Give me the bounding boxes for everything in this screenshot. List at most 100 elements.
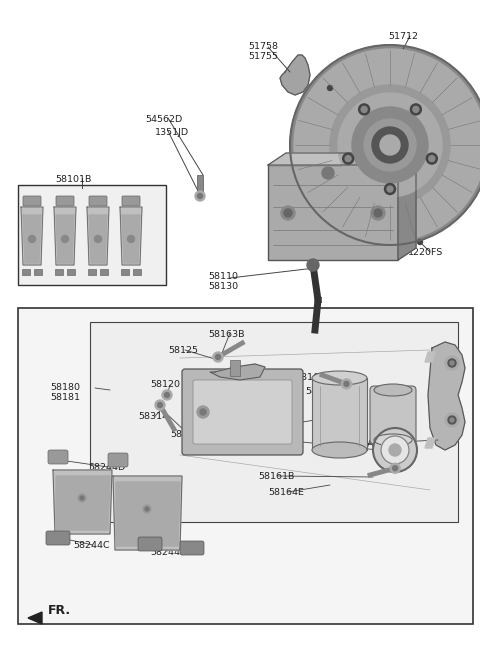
Circle shape bbox=[294, 49, 480, 241]
Polygon shape bbox=[53, 470, 112, 534]
Polygon shape bbox=[210, 364, 265, 380]
Bar bbox=[121, 269, 129, 275]
Circle shape bbox=[374, 209, 382, 217]
Circle shape bbox=[450, 418, 454, 422]
Circle shape bbox=[448, 359, 456, 367]
Text: 58244C: 58244C bbox=[73, 541, 109, 550]
Text: FR.: FR. bbox=[48, 604, 71, 617]
Circle shape bbox=[413, 106, 419, 112]
Circle shape bbox=[448, 416, 456, 424]
Ellipse shape bbox=[374, 434, 412, 446]
Text: 58163B: 58163B bbox=[208, 330, 244, 339]
Text: 54562D: 54562D bbox=[145, 115, 182, 124]
Text: 58120: 58120 bbox=[150, 380, 180, 389]
Circle shape bbox=[330, 85, 450, 205]
Polygon shape bbox=[56, 215, 74, 263]
Polygon shape bbox=[23, 215, 41, 263]
Circle shape bbox=[162, 390, 172, 400]
Text: 58180
58181: 58180 58181 bbox=[50, 383, 80, 402]
Circle shape bbox=[343, 153, 354, 164]
FancyBboxPatch shape bbox=[138, 537, 162, 551]
Bar bbox=[34, 269, 42, 275]
Circle shape bbox=[157, 403, 163, 407]
Text: 58164E: 58164E bbox=[305, 387, 341, 396]
Bar bbox=[133, 269, 141, 275]
Circle shape bbox=[61, 236, 69, 243]
Text: 1351JD: 1351JD bbox=[155, 128, 189, 137]
Text: 58244D: 58244D bbox=[88, 463, 125, 472]
Circle shape bbox=[450, 361, 454, 365]
FancyBboxPatch shape bbox=[46, 531, 70, 545]
FancyBboxPatch shape bbox=[89, 196, 107, 206]
Circle shape bbox=[410, 104, 421, 115]
FancyBboxPatch shape bbox=[370, 386, 416, 444]
FancyBboxPatch shape bbox=[122, 196, 140, 206]
Bar bbox=[312, 378, 367, 450]
Polygon shape bbox=[87, 207, 109, 265]
Circle shape bbox=[145, 507, 149, 511]
Circle shape bbox=[322, 167, 334, 179]
Circle shape bbox=[95, 236, 101, 243]
Circle shape bbox=[195, 191, 205, 201]
Circle shape bbox=[445, 413, 459, 427]
FancyBboxPatch shape bbox=[180, 541, 204, 555]
Circle shape bbox=[359, 104, 370, 115]
Circle shape bbox=[429, 155, 435, 161]
Text: 58314: 58314 bbox=[138, 412, 168, 421]
Text: 58162B: 58162B bbox=[295, 373, 331, 382]
Text: 58163B: 58163B bbox=[170, 430, 206, 439]
Circle shape bbox=[165, 392, 169, 398]
Text: 58244D: 58244D bbox=[140, 487, 177, 496]
FancyBboxPatch shape bbox=[23, 196, 41, 206]
FancyBboxPatch shape bbox=[182, 369, 303, 455]
Circle shape bbox=[281, 206, 295, 220]
Circle shape bbox=[327, 85, 333, 91]
Circle shape bbox=[361, 106, 367, 112]
Circle shape bbox=[393, 466, 397, 471]
Polygon shape bbox=[89, 215, 107, 263]
FancyBboxPatch shape bbox=[108, 453, 128, 467]
Circle shape bbox=[197, 406, 209, 418]
Polygon shape bbox=[28, 612, 42, 624]
Circle shape bbox=[197, 194, 203, 199]
Bar bbox=[230, 360, 240, 376]
Text: 1220FS: 1220FS bbox=[408, 248, 443, 257]
Polygon shape bbox=[425, 352, 435, 362]
Polygon shape bbox=[116, 482, 180, 546]
Circle shape bbox=[284, 209, 292, 217]
Circle shape bbox=[390, 463, 400, 473]
Bar bbox=[268, 165, 398, 260]
Ellipse shape bbox=[312, 442, 367, 458]
Text: 58101B: 58101B bbox=[55, 175, 91, 184]
Text: 1140FZ: 1140FZ bbox=[336, 65, 372, 74]
Circle shape bbox=[216, 354, 220, 359]
Polygon shape bbox=[54, 207, 76, 265]
Polygon shape bbox=[56, 476, 110, 530]
Ellipse shape bbox=[312, 371, 367, 385]
Circle shape bbox=[352, 107, 428, 183]
Circle shape bbox=[344, 381, 349, 386]
Polygon shape bbox=[113, 476, 182, 550]
Text: 58112: 58112 bbox=[260, 422, 290, 431]
Circle shape bbox=[341, 379, 351, 389]
Polygon shape bbox=[398, 153, 416, 260]
Text: 58161B: 58161B bbox=[258, 472, 294, 481]
Circle shape bbox=[373, 428, 417, 472]
Circle shape bbox=[387, 186, 393, 192]
Circle shape bbox=[80, 496, 84, 500]
Circle shape bbox=[290, 45, 480, 245]
Circle shape bbox=[213, 352, 223, 362]
Bar bbox=[18, 185, 166, 285]
Circle shape bbox=[380, 135, 400, 155]
Circle shape bbox=[345, 155, 351, 161]
Polygon shape bbox=[425, 438, 435, 448]
Polygon shape bbox=[120, 207, 142, 265]
Polygon shape bbox=[280, 55, 310, 95]
Text: 58244C: 58244C bbox=[150, 548, 187, 557]
Circle shape bbox=[445, 356, 459, 370]
Bar bbox=[100, 269, 108, 275]
Circle shape bbox=[155, 400, 165, 410]
Circle shape bbox=[143, 505, 151, 513]
Bar bbox=[197, 175, 203, 195]
Bar bbox=[67, 269, 75, 275]
